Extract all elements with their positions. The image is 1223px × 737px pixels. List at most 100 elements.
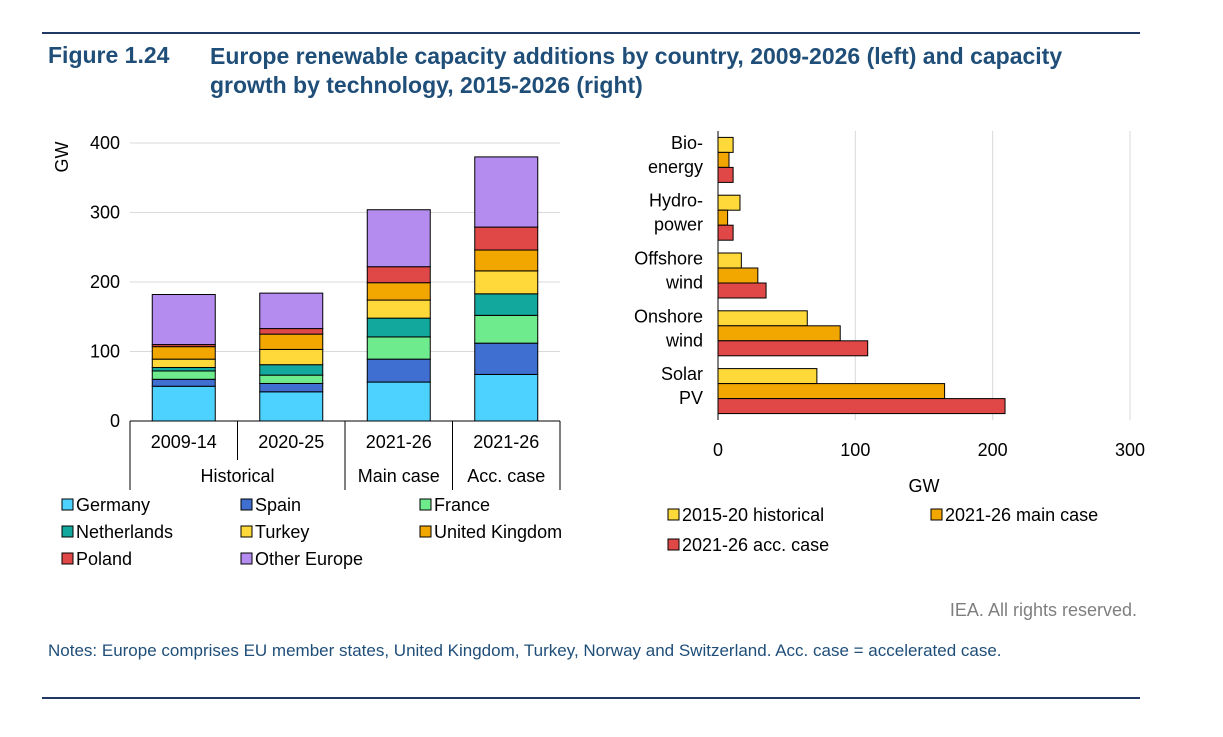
left-bar-3-turkey (474, 270, 539, 295)
right-category-label-1-1: power (654, 215, 703, 235)
left-bar-3-spain (474, 342, 539, 375)
right-bar-0-1 (717, 151, 730, 168)
right-legend-swatch-2 (667, 538, 680, 551)
left-bar-2-spain (366, 358, 431, 383)
right-category-label-4-0: Solar (661, 364, 703, 384)
left-ytick-label-4: 400 (90, 133, 120, 153)
left-ytick-label-1: 100 (90, 342, 120, 362)
right-bar-4-1 (717, 383, 946, 400)
left-bar-2-netherlands (366, 317, 431, 338)
right-legend-label-0: 2015-20 historical (682, 505, 824, 525)
right-bar-1-0 (717, 194, 741, 211)
right-category-label-0-1: energy (648, 157, 703, 177)
right-bar-1-2 (717, 224, 734, 241)
left-legend-swatch-spain (240, 498, 253, 511)
right-category-label-4-1: PV (679, 388, 703, 408)
right-bar-4-2 (717, 398, 1006, 415)
left-bar-3-france (474, 314, 539, 344)
left-xtick-label-2: 2021-26 (366, 432, 432, 452)
left-legend-swatch-united-kingdom (419, 525, 432, 538)
left-bar-2-germany (366, 381, 431, 422)
left-legend-swatch-turkey (240, 525, 253, 538)
credit-text: IEA. All rights reserved. (949, 600, 1137, 620)
left-bar-0-netherlands (151, 366, 216, 372)
left-legend-label-spain: Spain (255, 495, 301, 515)
left-group-label-1: Main case (358, 466, 440, 486)
left-bar-1-france (259, 374, 324, 384)
right-category-label-2-1: wind (665, 273, 703, 293)
left-bar-3-united-kingdom (474, 249, 539, 272)
right-bar-3-1 (717, 325, 841, 342)
left-bar-0-other-europe (151, 294, 216, 346)
left-legend-swatch-netherlands (61, 525, 74, 538)
right-xtick-label-0: 0 (713, 440, 723, 460)
right-xtick-label-1: 100 (840, 440, 870, 460)
left-bar-1-united-kingdom (259, 333, 324, 350)
left-bar-2-turkey (366, 299, 431, 319)
left-group-label-2: Acc. case (467, 466, 545, 486)
left-bar-3-germany (474, 373, 539, 422)
left-ytick-label-0: 0 (110, 411, 120, 431)
right-xtick-label-3: 300 (1115, 440, 1145, 460)
left-y-axis-label: GW (52, 141, 72, 172)
notes-text: Notes: Europe comprises EU member states… (48, 641, 1002, 660)
left-bar-3-poland (474, 226, 539, 251)
left-legend-label-other-europe: Other Europe (255, 549, 363, 569)
right-bar-2-2 (717, 282, 767, 299)
left-bar-0-turkey (151, 358, 216, 368)
left-bar-0-germany (151, 385, 216, 422)
right-category-label-3-1: wind (665, 330, 703, 350)
right-bar-3-0 (717, 310, 808, 327)
left-legend-swatch-poland (61, 552, 74, 565)
top-rule (42, 32, 1140, 34)
figure-number: Figure 1.24 (48, 42, 170, 68)
right-category-label-2-0: Offshore (634, 249, 703, 269)
left-bar-2-poland (366, 266, 431, 284)
left-bar-2-france (366, 336, 431, 360)
right-category-label-1-0: Hydro- (649, 191, 703, 211)
left-bar-0-france (151, 370, 216, 380)
left-legend-label-united-kingdom: United Kingdom (434, 522, 562, 542)
left-xtick-label-3: 2021-26 (473, 432, 539, 452)
left-bar-1-germany (259, 391, 324, 422)
left-bar-2-other-europe (366, 209, 431, 268)
right-legend-swatch-1 (930, 508, 943, 521)
right-bar-0-0 (717, 136, 734, 153)
right-xtick-label-2: 200 (978, 440, 1008, 460)
right-category-label-3-0: Onshore (634, 306, 703, 326)
right-legend-label-2: 2021-26 acc. case (682, 535, 829, 555)
right-legend-label-1: 2021-26 main case (945, 505, 1098, 525)
left-bar-2-united-kingdom (366, 282, 431, 301)
left-legend-label-germany: Germany (76, 495, 150, 515)
left-bar-0-spain (151, 378, 216, 387)
left-xtick-label-0: 2009-14 (151, 432, 217, 452)
left-xtick-label-1: 2020-25 (258, 432, 324, 452)
left-bar-3-other-europe (474, 156, 539, 228)
left-ytick-label-3: 300 (90, 203, 120, 223)
left-bar-0-united-kingdom (151, 346, 216, 360)
left-legend-swatch-other-europe (240, 552, 253, 565)
left-legend-label-turkey: Turkey (255, 522, 309, 542)
left-group-label-0: Historical (200, 466, 274, 486)
left-bar-1-turkey (259, 348, 324, 366)
right-category-label-0-0: Bio- (671, 133, 703, 153)
left-ytick-label-2: 200 (90, 272, 120, 292)
right-bar-2-1 (717, 267, 759, 284)
left-legend-label-netherlands: Netherlands (76, 522, 173, 542)
left-legend-swatch-germany (61, 498, 74, 511)
left-bar-1-spain (259, 382, 324, 393)
right-bar-3-2 (717, 340, 869, 357)
bottom-rule (42, 697, 1140, 699)
right-bar-0-2 (717, 166, 734, 183)
left-legend-label-poland: Poland (76, 549, 132, 569)
left-bar-1-poland (259, 328, 324, 335)
left-bar-3-netherlands (474, 293, 539, 316)
right-legend-swatch-0 (667, 508, 680, 521)
right-bar-2-0 (717, 252, 742, 269)
left-bar-1-netherlands (259, 364, 324, 376)
right-x-axis-label: GW (909, 476, 940, 496)
left-legend-swatch-france (419, 498, 432, 511)
right-bar-1-1 (717, 209, 729, 226)
left-bar-1-other-europe (259, 292, 324, 330)
